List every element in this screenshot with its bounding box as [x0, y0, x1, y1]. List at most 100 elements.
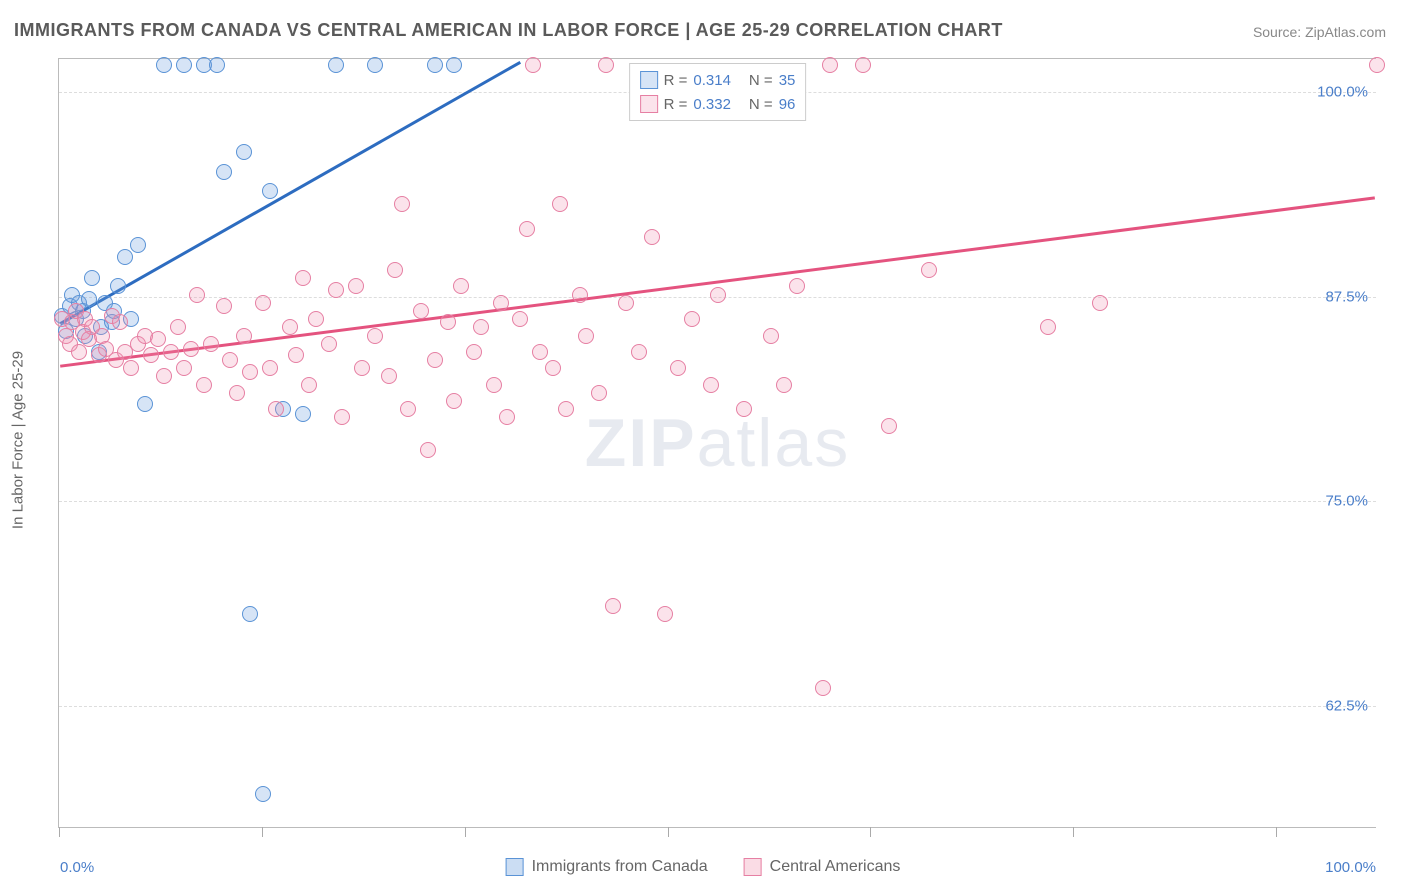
point-central-american — [519, 221, 535, 237]
trend-lines-layer — [59, 59, 1376, 827]
point-central-american — [288, 347, 304, 363]
chart-title: IMMIGRANTS FROM CANADA VS CENTRAL AMERIC… — [14, 20, 1003, 41]
point-central-american — [236, 328, 252, 344]
point-central-american — [328, 282, 344, 298]
point-central-american — [203, 336, 219, 352]
point-canada — [156, 57, 172, 73]
legend-r-label: R = — [664, 96, 688, 113]
source-name: ZipAtlas.com — [1305, 24, 1386, 40]
x-tick — [870, 827, 871, 837]
source-prefix: Source: — [1253, 24, 1305, 40]
point-central-american — [367, 328, 383, 344]
legend-correlation-row: R = 0.314 N = 35 — [640, 68, 796, 92]
point-canada — [255, 786, 271, 802]
gridline — [59, 706, 1376, 707]
point-central-american — [440, 314, 456, 330]
point-central-american — [822, 57, 838, 73]
point-canada — [117, 249, 133, 265]
x-tick — [465, 827, 466, 837]
legend-swatch — [640, 71, 658, 89]
point-canada — [81, 291, 97, 307]
legend-n-value: 96 — [779, 96, 796, 113]
point-central-american — [453, 278, 469, 294]
y-tick-label: 62.5% — [1325, 698, 1368, 715]
point-central-american — [532, 344, 548, 360]
scatter-chart: ZIPatlas 62.5%75.0%87.5%100.0%R =0.314N … — [58, 58, 1376, 828]
point-canada — [176, 57, 192, 73]
point-central-american — [525, 57, 541, 73]
point-central-american — [670, 360, 686, 376]
point-canada — [110, 278, 126, 294]
legend-n-value: 35 — [779, 72, 796, 89]
point-central-american — [308, 311, 324, 327]
gridline — [59, 501, 1376, 502]
point-central-american — [321, 336, 337, 352]
point-canada — [446, 57, 462, 73]
point-central-american — [176, 360, 192, 376]
y-axis-label: In Labor Force | Age 25-29 — [10, 351, 27, 529]
point-central-american — [387, 262, 403, 278]
point-central-american — [413, 303, 429, 319]
point-central-american — [446, 393, 462, 409]
point-central-american — [381, 368, 397, 384]
x-tick — [59, 827, 60, 837]
point-central-american — [222, 352, 238, 368]
legend-correlation-box: R =0.314N =35R =0.332N =96 — [629, 63, 807, 121]
point-central-american — [196, 377, 212, 393]
legend-bottom-item: Central Americans — [744, 858, 901, 876]
point-central-american — [354, 360, 370, 376]
point-central-american — [598, 57, 614, 73]
point-central-american — [163, 344, 179, 360]
point-central-american — [189, 287, 205, 303]
point-central-american — [644, 229, 660, 245]
point-central-american — [1040, 319, 1056, 335]
point-central-american — [815, 680, 831, 696]
point-canada — [262, 183, 278, 199]
point-central-american — [591, 385, 607, 401]
legend-n-label: N = — [749, 96, 773, 113]
point-central-american — [710, 287, 726, 303]
point-central-american — [295, 270, 311, 286]
point-canada — [367, 57, 383, 73]
legend-swatch — [640, 95, 658, 113]
y-tick-label: 87.5% — [1325, 288, 1368, 305]
legend-bottom-item: Immigrants from Canada — [506, 858, 708, 876]
legend-r-label: R = — [664, 72, 688, 89]
point-central-american — [921, 262, 937, 278]
point-central-american — [776, 377, 792, 393]
point-central-american — [216, 298, 232, 314]
point-central-american — [170, 319, 186, 335]
legend-correlation-row: R =0.332N =96 — [640, 92, 796, 116]
x-tick — [1276, 827, 1277, 837]
point-central-american — [703, 377, 719, 393]
point-central-american — [552, 196, 568, 212]
x-tick — [668, 827, 669, 837]
watermark: ZIPatlas — [585, 404, 850, 482]
legend-n-label: N = — [749, 72, 773, 89]
point-canada — [328, 57, 344, 73]
legend-r-value: 0.314 — [693, 72, 731, 89]
legend-bottom-label: Central Americans — [770, 858, 901, 876]
point-canada — [242, 606, 258, 622]
point-central-american — [262, 360, 278, 376]
point-central-american — [473, 319, 489, 335]
point-central-american — [855, 57, 871, 73]
legend-swatch — [744, 858, 762, 876]
legend-swatch — [506, 858, 524, 876]
point-canada — [216, 164, 232, 180]
x-tick — [1073, 827, 1074, 837]
point-canada — [427, 57, 443, 73]
x-min-label: 0.0% — [60, 859, 94, 876]
watermark-atlas: atlas — [697, 405, 851, 481]
point-central-american — [618, 295, 634, 311]
point-central-american — [736, 401, 752, 417]
point-central-american — [268, 401, 284, 417]
point-central-american — [512, 311, 528, 327]
point-central-american — [427, 352, 443, 368]
point-central-american — [334, 409, 350, 425]
point-central-american — [631, 344, 647, 360]
point-central-american — [657, 606, 673, 622]
point-central-american — [255, 295, 271, 311]
point-central-american — [466, 344, 482, 360]
point-canada — [137, 396, 153, 412]
